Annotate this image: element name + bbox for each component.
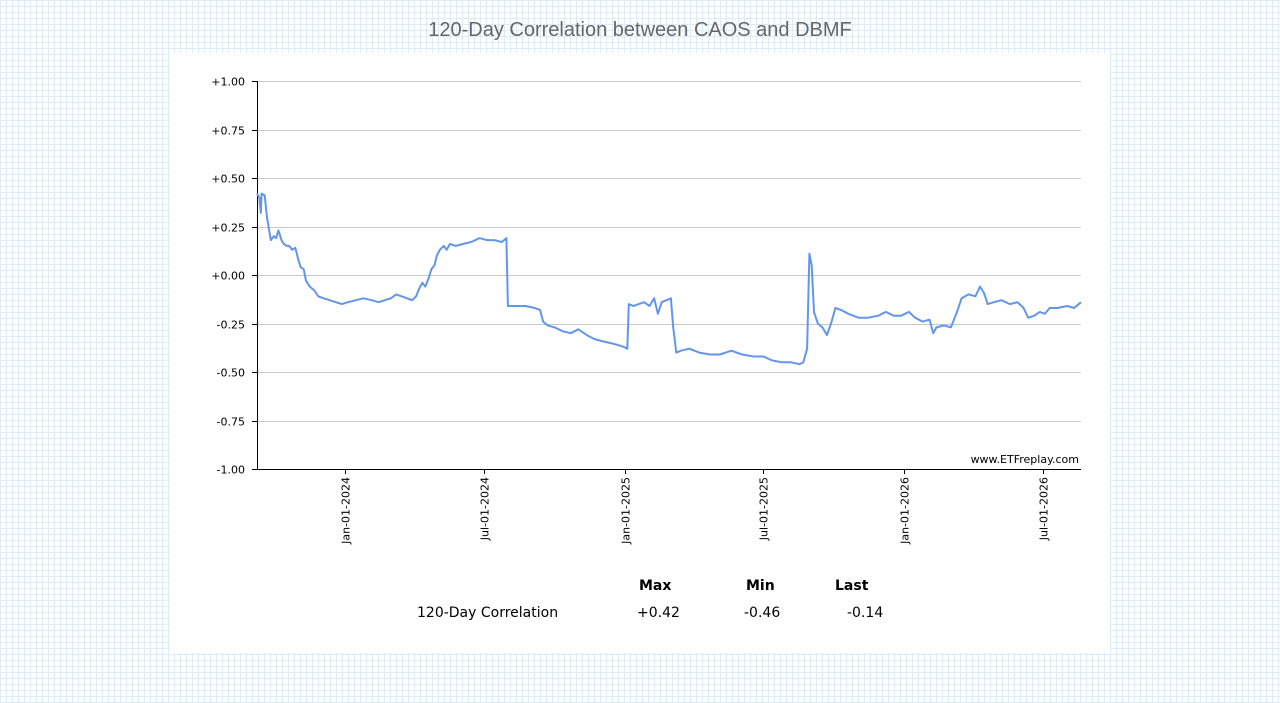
- y-tick-label: +0.25: [211, 222, 245, 235]
- stats-max-value: +0.42: [637, 605, 680, 621]
- y-tick-label: -0.75: [217, 416, 245, 429]
- y-tick-label: -0.50: [217, 367, 245, 380]
- x-tick-label: Jul-01-2026: [1038, 477, 1051, 541]
- correlation-line-chart: +1.00 +0.75 +0.50 +0.25 +0.00 -0.25 -0.50 -0.75…: [211, 76, 1082, 545]
- series-layer: [256, 192, 1082, 366]
- y-tick-label: +1.00: [211, 76, 245, 89]
- series-line-correlation: [256, 192, 1082, 366]
- stats-header-last: Last: [835, 578, 869, 594]
- x-axis: Jan-01-2024 Jul-01-2024 Jan-01-2025 Jul-01-…: [257, 469, 1081, 545]
- stats-min-value: -0.46: [744, 605, 781, 621]
- y-tick-label: +0.00: [211, 270, 245, 283]
- stats-row-label: 120-Day Correlation: [417, 605, 559, 621]
- x-tick-label: Jan-01-2024: [340, 477, 353, 545]
- x-tick-label: Jul-01-2024: [479, 477, 492, 541]
- watermark: www.ETFreplay.com: [971, 453, 1079, 466]
- stats-header-min: Min: [746, 578, 775, 594]
- x-tick-label: Jan-01-2025: [620, 477, 633, 545]
- stats-last-value: -0.14: [847, 605, 884, 621]
- chart-title: 120-Day Correlation between CAOS and DBM…: [428, 19, 852, 41]
- chart-panel: +1.00 +0.75 +0.50 +0.25 +0.00 -0.25 -0.50 -0.75…: [170, 53, 1110, 653]
- y-tick-label: +0.75: [211, 125, 245, 138]
- y-gridlines: [257, 81, 1081, 470]
- y-tick-label: -1.00: [217, 464, 245, 477]
- y-tick-label: -0.25: [217, 319, 245, 332]
- x-tick-label: Jan-01-2026: [899, 477, 912, 545]
- x-tick-label: Jul-01-2025: [758, 477, 771, 541]
- stats-header-max: Max: [639, 578, 672, 594]
- y-tick-label: +0.50: [211, 173, 245, 186]
- y-axis: +1.00 +0.75 +0.50 +0.25 +0.00 -0.25 -0.50 -0.75…: [211, 76, 258, 477]
